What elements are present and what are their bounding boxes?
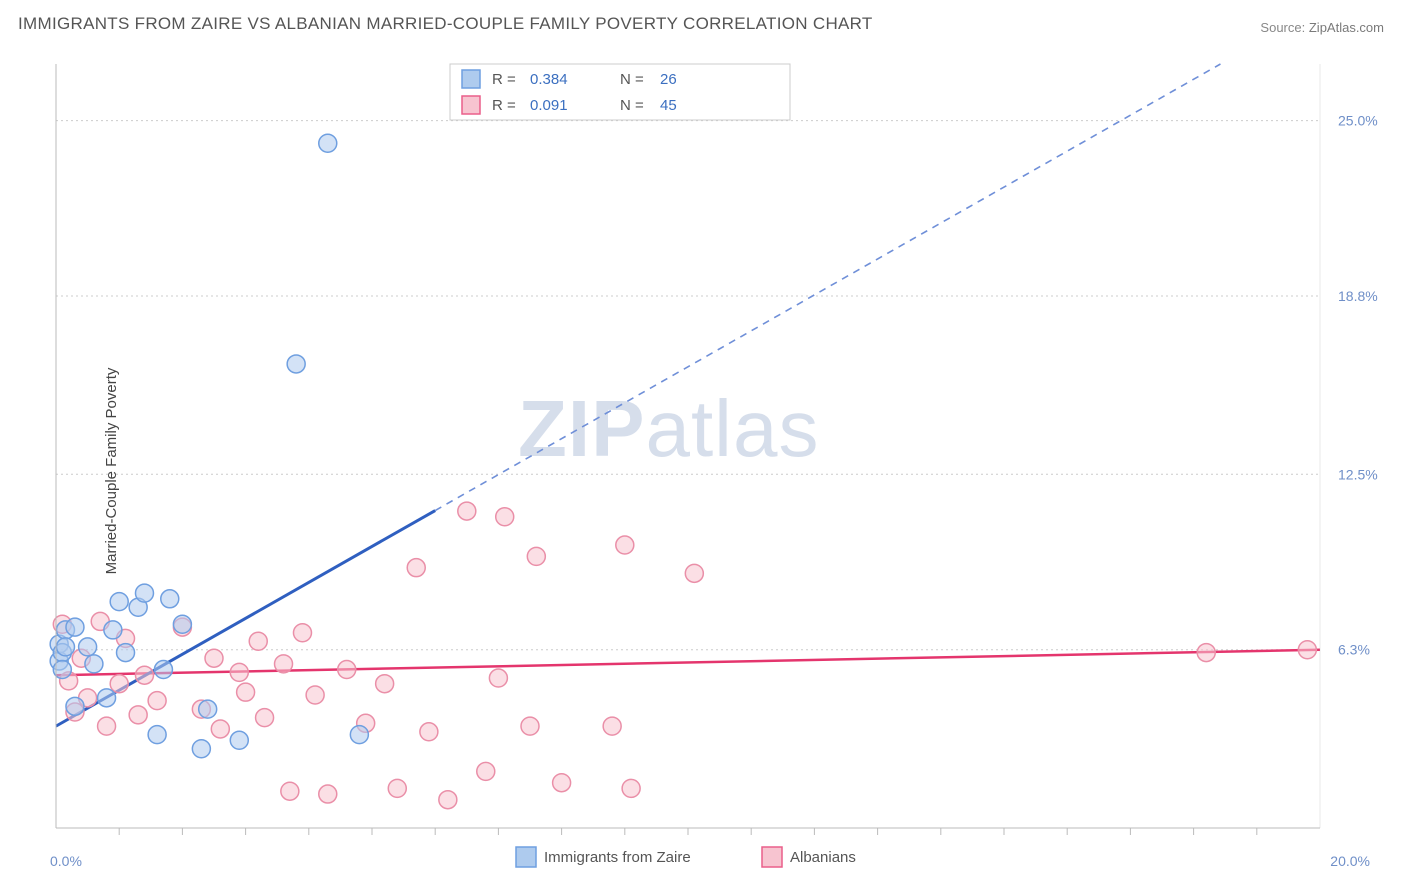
legend-swatch [462, 96, 480, 114]
data-point-albanians [376, 675, 394, 693]
data-point-zaire [79, 638, 97, 656]
data-point-zaire [117, 644, 135, 662]
data-point-albanians [527, 547, 545, 565]
data-point-albanians [129, 706, 147, 724]
source-label: Source: [1260, 20, 1305, 35]
data-point-albanians [338, 661, 356, 679]
legend-r-label: R = [492, 97, 516, 114]
data-point-zaire [230, 731, 248, 749]
data-point-zaire [85, 655, 103, 673]
chart-title: IMMIGRANTS FROM ZAIRE VS ALBANIAN MARRIE… [18, 14, 873, 34]
legend-n-value: 26 [660, 71, 677, 88]
series-swatch [762, 847, 782, 867]
data-point-albanians [211, 720, 229, 738]
data-point-albanians [319, 785, 337, 803]
watermark: ZIPatlas [518, 384, 819, 473]
data-point-zaire [173, 615, 191, 633]
data-point-albanians [237, 683, 255, 701]
y-tick-label: 6.3% [1338, 642, 1370, 658]
data-point-albanians [521, 717, 539, 735]
data-point-albanians [407, 559, 425, 577]
data-point-zaire [350, 726, 368, 744]
x-end-label: 20.0% [1330, 853, 1370, 869]
source-attribution: Source: ZipAtlas.com [1260, 20, 1384, 35]
legend-swatch [462, 70, 480, 88]
data-point-zaire [319, 134, 337, 152]
legend-r-value: 0.384 [530, 71, 568, 88]
series-label: Immigrants from Zaire [544, 849, 691, 866]
data-point-albanians [685, 564, 703, 582]
legend-n-value: 45 [660, 97, 677, 114]
data-point-zaire [135, 584, 153, 602]
data-point-albanians [489, 669, 507, 687]
data-point-zaire [104, 621, 122, 639]
data-point-zaire [56, 638, 74, 656]
series-label: Albanians [790, 849, 856, 866]
data-point-albanians [1197, 644, 1215, 662]
y-tick-label: 18.8% [1338, 288, 1378, 304]
data-point-zaire [161, 590, 179, 608]
y-axis-label: Married-Couple Family Poverty [103, 368, 120, 575]
data-point-albanians [110, 675, 128, 693]
data-point-albanians [293, 624, 311, 642]
data-point-zaire [66, 618, 84, 636]
data-point-albanians [439, 791, 457, 809]
y-tick-label: 25.0% [1338, 113, 1378, 129]
series-swatch [516, 847, 536, 867]
data-point-albanians [496, 508, 514, 526]
data-point-albanians [249, 632, 267, 650]
data-point-albanians [98, 717, 116, 735]
legend-n-label: N = [620, 97, 644, 114]
legend-r-label: R = [492, 71, 516, 88]
data-point-zaire [287, 355, 305, 373]
data-point-albanians [306, 686, 324, 704]
data-point-albanians [553, 774, 571, 792]
source-value: ZipAtlas.com [1309, 20, 1384, 35]
data-point-zaire [110, 593, 128, 611]
data-point-zaire [148, 726, 166, 744]
data-point-albanians [458, 502, 476, 520]
data-point-zaire [199, 700, 217, 718]
legend-n-label: N = [620, 71, 644, 88]
data-point-albanians [148, 692, 166, 710]
regression-line-zaire-dashed [435, 64, 1220, 511]
data-point-zaire [154, 661, 172, 679]
data-point-albanians [622, 779, 640, 797]
data-point-albanians [256, 709, 274, 727]
data-point-albanians [603, 717, 621, 735]
data-point-albanians [477, 762, 495, 780]
legend-r-value: 0.091 [530, 97, 568, 114]
chart-container: Married-Couple Family Poverty 6.3% 12.5% 1… [0, 50, 1406, 892]
data-point-zaire [192, 740, 210, 758]
data-point-albanians [1298, 641, 1316, 659]
data-point-albanians [135, 666, 153, 684]
y-tick-label: 12.5% [1338, 466, 1378, 482]
data-point-albanians [205, 649, 223, 667]
data-point-zaire [66, 697, 84, 715]
data-point-zaire [98, 689, 116, 707]
data-point-albanians [420, 723, 438, 741]
data-point-albanians [281, 782, 299, 800]
correlation-scatter-chart: 6.3% 12.5% 18.8% 25.0% ZIPatlas 0.0% 20.0% R = 0… [0, 50, 1406, 892]
data-point-albanians [230, 663, 248, 681]
data-point-albanians [388, 779, 406, 797]
data-point-albanians [616, 536, 634, 554]
x-start-label: 0.0% [50, 853, 82, 869]
data-point-albanians [275, 655, 293, 673]
